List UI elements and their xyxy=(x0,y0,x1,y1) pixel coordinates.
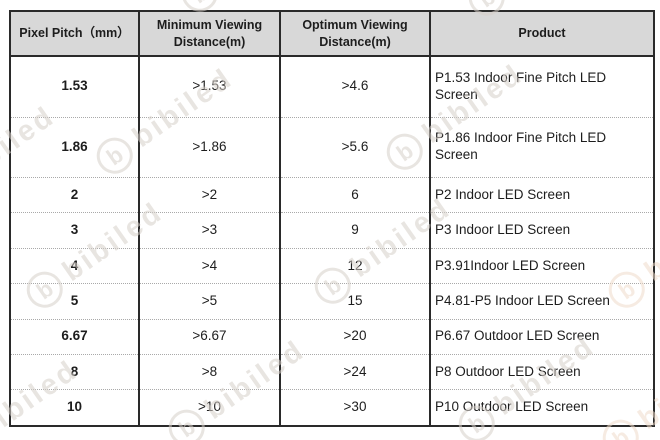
header-pixel-pitch: Pixel Pitch（mm） xyxy=(10,11,139,57)
cell-opt-distance: 9 xyxy=(279,212,430,249)
table-row: 3 >3 9 P3 Indoor LED Screen xyxy=(10,212,654,249)
cell-product: P6.67 Outdoor LED Screen xyxy=(429,318,654,355)
cell-opt-distance: 12 xyxy=(279,247,430,284)
table-row: 10 >10 >30 P10 Outdoor LED Screen xyxy=(10,389,654,426)
header-opt-distance: Optimum Viewing Distance(m) xyxy=(279,11,430,57)
cell-pixel-pitch: 4 xyxy=(10,247,139,284)
cell-product: P3 Indoor LED Screen xyxy=(429,212,654,249)
cell-min-distance: >8 xyxy=(138,353,280,390)
cell-product: P1.86 Indoor Fine Pitch LED Screen xyxy=(429,116,654,178)
cell-opt-distance: >20 xyxy=(279,318,430,355)
cell-product: P10 Outdoor LED Screen xyxy=(429,389,654,426)
header-row: Pixel Pitch（mm） Minimum Viewing Distance… xyxy=(10,11,654,57)
cell-opt-distance: >4.6 xyxy=(279,56,430,118)
cell-pixel-pitch: 8 xyxy=(10,353,139,390)
cell-pixel-pitch: 5 xyxy=(10,283,139,320)
cell-min-distance: >6.67 xyxy=(138,318,280,355)
table-row: 1.86 >1.86 >5.6 P1.86 Indoor Fine Pitch … xyxy=(10,116,654,178)
header-min-distance: Minimum Viewing Distance(m) xyxy=(138,11,280,57)
cell-product: P8 Outdoor LED Screen xyxy=(429,353,654,390)
cell-min-distance: >10 xyxy=(138,389,280,426)
cell-min-distance: >1.53 xyxy=(138,56,280,118)
cell-min-distance: >5 xyxy=(138,283,280,320)
cell-min-distance: >3 xyxy=(138,212,280,249)
header-product: Product xyxy=(429,11,654,57)
cell-min-distance: >1.86 xyxy=(138,116,280,178)
table-row: 6.67 >6.67 >20 P6.67 Outdoor LED Screen xyxy=(10,318,654,355)
cell-pixel-pitch: 6.67 xyxy=(10,318,139,355)
cell-opt-distance: 6 xyxy=(279,177,430,213)
table-row: 5 >5 15 P4.81-P5 Indoor LED Screen xyxy=(10,283,654,320)
cell-pixel-pitch: 1.86 xyxy=(10,116,139,178)
cell-pixel-pitch: 10 xyxy=(10,389,139,426)
cell-pixel-pitch: 2 xyxy=(10,177,139,213)
table-row: 1.53 >1.53 >4.6 P1.53 Indoor Fine Pitch … xyxy=(10,56,654,118)
cell-min-distance: >2 xyxy=(138,177,280,213)
spec-table-wrap: Pixel Pitch（mm） Minimum Viewing Distance… xyxy=(9,10,655,427)
cell-product: P1.53 Indoor Fine Pitch LED Screen xyxy=(429,56,654,118)
table-row: 4 >4 12 P3.91Indoor LED Screen xyxy=(10,247,654,284)
table-body: 1.53 >1.53 >4.6 P1.53 Indoor Fine Pitch … xyxy=(10,56,654,426)
spec-table: Pixel Pitch（mm） Minimum Viewing Distance… xyxy=(9,10,655,427)
table-row: 2 >2 6 P2 Indoor LED Screen xyxy=(10,177,654,213)
cell-min-distance: >4 xyxy=(138,247,280,284)
cell-opt-distance: 15 xyxy=(279,283,430,320)
cell-opt-distance: >5.6 xyxy=(279,116,430,178)
cell-pixel-pitch: 1.53 xyxy=(61,78,88,94)
cell-product: P2 Indoor LED Screen xyxy=(429,177,654,213)
cell-product: P3.91Indoor LED Screen xyxy=(429,247,654,284)
cell-opt-distance: >24 xyxy=(279,353,430,390)
cell-opt-distance: >30 xyxy=(279,389,430,426)
table-row: 8 >8 >24 P8 Outdoor LED Screen xyxy=(10,353,654,390)
cell-product: P4.81-P5 Indoor LED Screen xyxy=(429,283,654,320)
cell-pixel-pitch: 3 xyxy=(10,212,139,249)
table-header: Pixel Pitch（mm） Minimum Viewing Distance… xyxy=(10,11,654,57)
